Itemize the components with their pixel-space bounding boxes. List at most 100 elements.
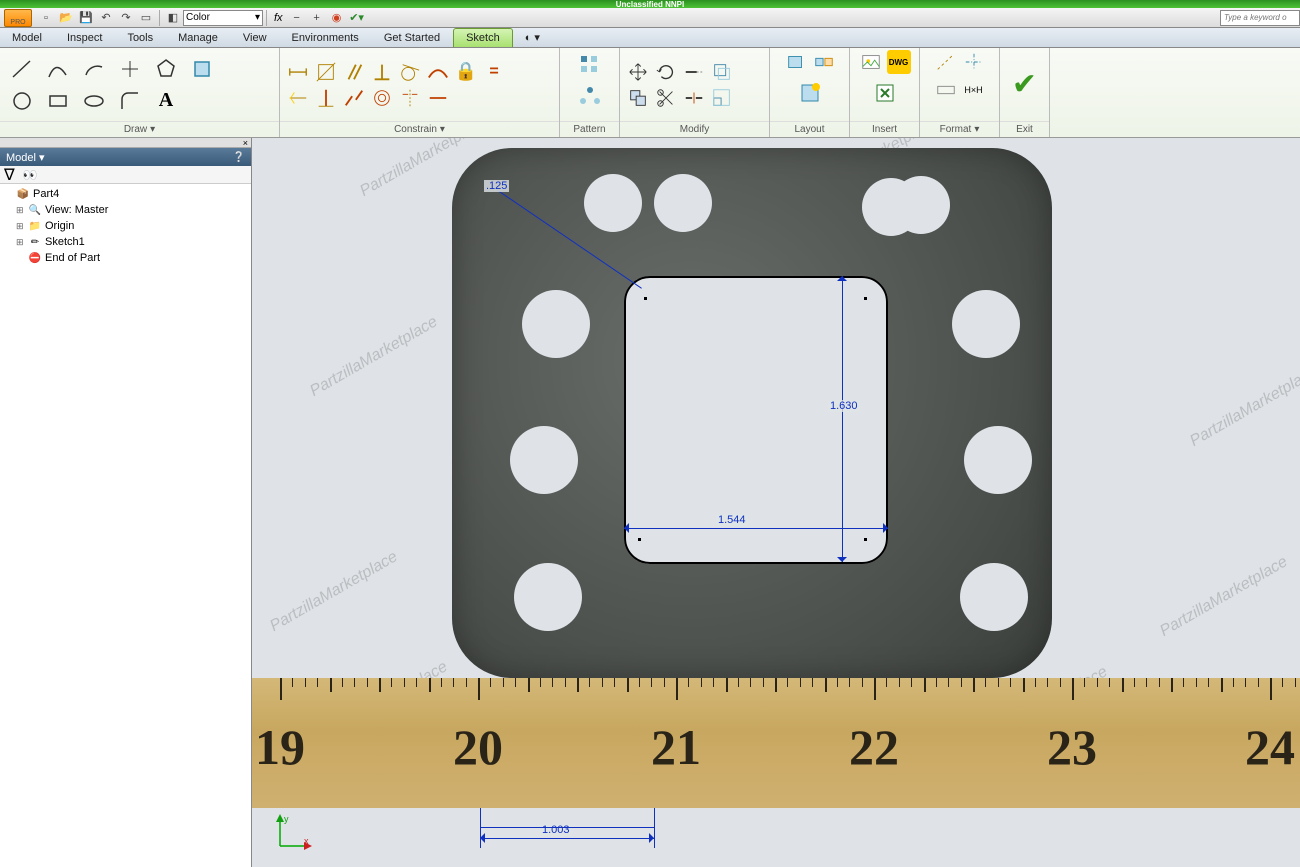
symmetric-constraint[interactable] bbox=[398, 86, 422, 110]
panel-title-exit[interactable]: Exit bbox=[1000, 121, 1049, 137]
dimension-line-horizontal[interactable] bbox=[624, 528, 888, 529]
make-component-tool[interactable] bbox=[812, 50, 836, 74]
text-tool[interactable]: A bbox=[150, 86, 182, 116]
find-icon[interactable]: 👀 bbox=[23, 168, 38, 182]
save-icon[interactable]: 💾 bbox=[77, 10, 95, 26]
tab-tools[interactable]: Tools bbox=[115, 28, 166, 47]
dimension-radius[interactable]: .125 bbox=[484, 180, 509, 192]
dimension-tool[interactable] bbox=[286, 60, 310, 84]
plus-icon[interactable]: + bbox=[308, 10, 326, 26]
browser-tree[interactable]: 📦Part4⊞🔍View: Master⊞📁Origin⊞✏Sketch1⛔En… bbox=[0, 184, 251, 867]
point-tool[interactable] bbox=[114, 54, 146, 84]
dimension-vertical[interactable]: 1.630 bbox=[828, 400, 860, 412]
insert-excel-tool[interactable] bbox=[869, 78, 901, 108]
appearance-combo[interactable]: Color▾ bbox=[183, 10, 263, 26]
fx-icon[interactable]: fx bbox=[274, 12, 283, 24]
appearance-toggle-icon[interactable]: ◐ ▾ bbox=[513, 28, 553, 47]
tree-item-part4[interactable]: 📦Part4 bbox=[2, 186, 249, 202]
coincident-constraint[interactable] bbox=[314, 60, 338, 84]
trim-tool[interactable] bbox=[654, 86, 678, 110]
fillet-tool[interactable] bbox=[114, 86, 146, 116]
app-menu-button[interactable]: PRO bbox=[4, 9, 32, 27]
tab-model[interactable]: Model bbox=[0, 28, 55, 47]
colorwheel-icon[interactable]: ◉ bbox=[328, 10, 346, 26]
equal-constraint[interactable]: = bbox=[482, 60, 506, 84]
checkmark-dd-icon[interactable]: ✔▾ bbox=[348, 10, 366, 26]
offset-tool[interactable] bbox=[710, 60, 734, 84]
make-part-tool[interactable] bbox=[784, 50, 808, 74]
tab-environments[interactable]: Environments bbox=[280, 28, 372, 47]
line-tool[interactable] bbox=[6, 54, 38, 84]
circular-pattern-tool[interactable] bbox=[574, 82, 606, 112]
sketch-point[interactable] bbox=[638, 538, 641, 541]
panel-title-constrain[interactable]: Constrain▾ bbox=[280, 121, 559, 137]
smooth-constraint[interactable] bbox=[426, 60, 450, 84]
insert-dwg-tool[interactable]: DWG bbox=[887, 50, 911, 74]
tab-sketch[interactable]: Sketch bbox=[453, 28, 513, 47]
browser-header[interactable]: Model ▾ ❔ bbox=[0, 148, 251, 166]
panel-title-draw[interactable]: Draw▾ bbox=[0, 121, 279, 137]
tree-item-end-of-part[interactable]: ⛔End of Part bbox=[2, 250, 249, 266]
dimension-horizontal[interactable]: 1.544 bbox=[716, 514, 748, 526]
show-format-tool[interactable]: H×H bbox=[962, 78, 986, 102]
horizontal-constraint[interactable] bbox=[426, 86, 450, 110]
browser-close-button[interactable]: × bbox=[0, 138, 251, 148]
move-tool[interactable] bbox=[626, 60, 650, 84]
rectangle-tool[interactable] bbox=[42, 86, 74, 116]
tab-view[interactable]: View bbox=[231, 28, 280, 47]
undo-icon[interactable]: ↶ bbox=[97, 10, 115, 26]
circle-tool[interactable] bbox=[6, 86, 38, 116]
sketch-canvas[interactable]: PartzillaMarketplacePartzillaMarketplace… bbox=[252, 138, 1300, 867]
minus-icon[interactable]: − bbox=[288, 10, 306, 26]
help-icon[interactable]: ❔ bbox=[233, 152, 245, 163]
expand-icon[interactable]: ⊞ bbox=[16, 237, 25, 248]
parallel-constraint[interactable] bbox=[342, 60, 366, 84]
tab-get-started[interactable]: Get Started bbox=[372, 28, 453, 47]
polygon-tool[interactable] bbox=[150, 54, 182, 84]
material-icon[interactable]: ◧ bbox=[164, 10, 182, 26]
scale-tool[interactable] bbox=[710, 86, 734, 110]
finish-sketch-button[interactable]: ✔ bbox=[1006, 65, 1043, 105]
vertical-constraint[interactable] bbox=[314, 86, 338, 110]
split-tool[interactable] bbox=[682, 86, 706, 110]
rectangular-pattern-tool[interactable] bbox=[574, 50, 606, 80]
tangent-constraint[interactable] bbox=[398, 60, 422, 84]
sketch-point[interactable] bbox=[864, 297, 867, 300]
auto-dimension-tool[interactable] bbox=[286, 86, 310, 110]
driven-dimension-tool[interactable] bbox=[934, 78, 958, 102]
expand-icon[interactable]: ⊞ bbox=[16, 221, 25, 232]
tab-manage[interactable]: Manage bbox=[166, 28, 231, 47]
tab-inspect[interactable]: Inspect bbox=[55, 28, 115, 47]
concentric-constraint[interactable] bbox=[370, 86, 394, 110]
construction-tool[interactable] bbox=[934, 50, 958, 74]
spline-tool[interactable] bbox=[42, 54, 74, 84]
expand-icon[interactable]: ⊞ bbox=[16, 205, 25, 216]
centerline-tool[interactable] bbox=[962, 50, 986, 74]
select-icon[interactable]: ▭ bbox=[137, 10, 155, 26]
keyword-search-input[interactable] bbox=[1220, 10, 1300, 26]
perpendicular-constraint[interactable] bbox=[370, 60, 394, 84]
open-icon[interactable]: 📂 bbox=[57, 10, 75, 26]
create-block-tool[interactable] bbox=[794, 78, 826, 108]
tree-item-view-master[interactable]: ⊞🔍View: Master bbox=[2, 202, 249, 218]
rotate-tool[interactable] bbox=[654, 60, 678, 84]
tree-item-origin[interactable]: ⊞📁Origin bbox=[2, 218, 249, 234]
extend-tool[interactable] bbox=[682, 60, 706, 84]
sketch-rectangle[interactable] bbox=[624, 276, 888, 564]
filter-icon[interactable]: ∇ bbox=[4, 165, 15, 185]
insert-image-tool[interactable] bbox=[859, 50, 883, 74]
dimension-line-vertical[interactable] bbox=[842, 276, 843, 562]
ellipse-tool[interactable] bbox=[78, 86, 110, 116]
fix-constraint[interactable]: 🔒 bbox=[454, 60, 478, 84]
collinear-constraint[interactable] bbox=[342, 86, 366, 110]
arc-tool[interactable] bbox=[78, 54, 110, 84]
tree-item-sketch1[interactable]: ⊞✏Sketch1 bbox=[2, 234, 249, 250]
redo-icon[interactable]: ↷ bbox=[117, 10, 135, 26]
new-icon[interactable]: ▫ bbox=[37, 10, 55, 26]
sketch-point[interactable] bbox=[864, 538, 867, 541]
sketch-axis-triad[interactable]: yx bbox=[272, 814, 312, 859]
project-geometry-tool[interactable] bbox=[186, 54, 218, 84]
panel-title-format[interactable]: Format▾ bbox=[920, 121, 999, 137]
copy-tool[interactable] bbox=[626, 86, 650, 110]
sketch-point[interactable] bbox=[644, 297, 647, 300]
